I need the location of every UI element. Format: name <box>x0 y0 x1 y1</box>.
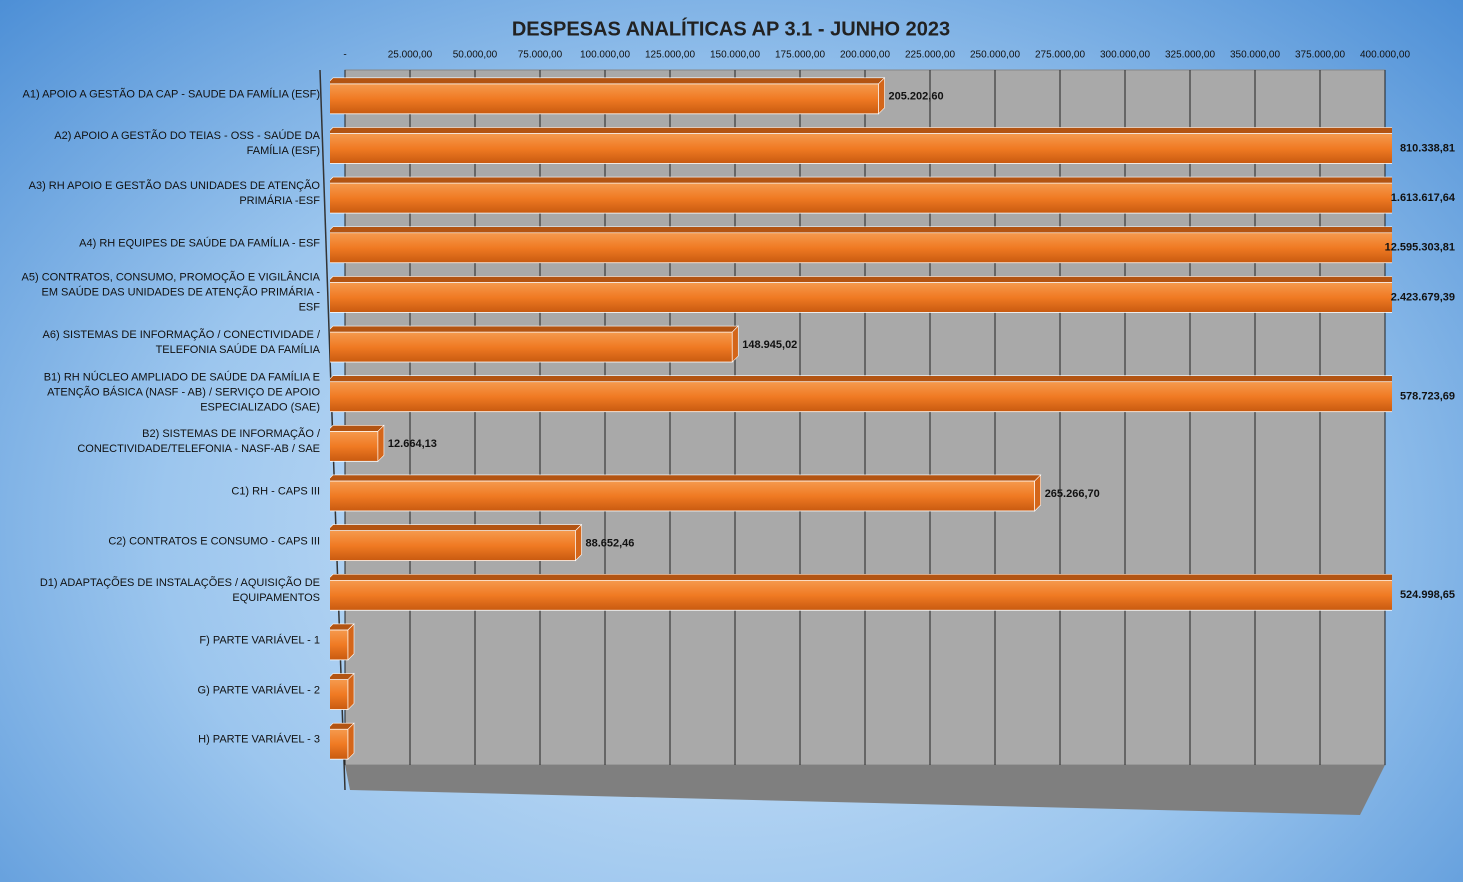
bar <box>330 530 576 562</box>
x-tick-label: 150.000,00 <box>710 50 760 61</box>
bar-top <box>330 573 1392 581</box>
value-label: 88.652,46 <box>585 538 634 550</box>
x-tick-label: 300.000,00 <box>1100 50 1150 61</box>
x-tick-label: 225.000,00 <box>905 50 955 61</box>
x-tick-label: 375.000,00 <box>1295 50 1345 61</box>
x-tick-label: 100.000,00 <box>580 50 630 61</box>
bar-top <box>330 127 1392 134</box>
y-tick-label: C2) CONTRATOS E CONSUMO - CAPS III <box>108 535 320 548</box>
bar-side <box>347 672 355 711</box>
value-label: 265.266,70 <box>1045 488 1100 500</box>
bar-top <box>330 425 385 432</box>
bar <box>330 430 379 462</box>
bar-side <box>347 623 355 661</box>
bar <box>330 579 1392 611</box>
bar <box>330 480 1036 512</box>
bar-top <box>330 474 1042 482</box>
bar <box>330 728 349 760</box>
x-tick-label: - <box>343 50 346 61</box>
x-tick-label: 175.000,00 <box>775 50 825 61</box>
y-tick-label: A6) SISTEMAS DE INFORMAÇÃO / CONECTIVIDA… <box>42 329 320 357</box>
value-label: 205.202,60 <box>889 91 944 103</box>
x-tick-label: 350.000,00 <box>1230 50 1280 61</box>
y-tick-label: A1) APOIO A GESTÃO DA CAP - SAUDE DA FAM… <box>22 88 321 101</box>
value-label: 2.423.679,39 <box>1391 291 1455 303</box>
bar-side <box>1034 474 1041 512</box>
y-tick-label: A5) CONTRATOS, CONSUMO, PROMOÇÃO E VIGIL… <box>21 271 320 314</box>
bar <box>330 679 349 710</box>
bar <box>330 629 349 661</box>
value-label: 12.664,13 <box>388 438 437 450</box>
bar <box>330 232 1392 264</box>
x-tick-label: 75.000,00 <box>518 50 563 61</box>
y-tick-label: F) PARTE VARIÁVEL - 1 <box>199 634 320 647</box>
bar <box>330 83 879 115</box>
bar-top <box>330 325 739 333</box>
x-tick-label: 275.000,00 <box>1035 50 1085 61</box>
value-label: 810.338,81 <box>1400 142 1455 154</box>
value-label: 578.723,69 <box>1400 391 1455 403</box>
value-label: 524.998,65 <box>1400 589 1455 601</box>
y-tick-label: C1) RH - CAPS III <box>231 485 320 498</box>
x-tick-label: 25.000,00 <box>388 50 433 61</box>
bar-top <box>330 226 1392 234</box>
bar <box>330 133 1392 164</box>
y-tick-label: B2) SISTEMAS DE INFORMAÇÃO / CONECTIVIDA… <box>77 428 320 456</box>
bar <box>330 331 733 363</box>
bar <box>330 281 1392 313</box>
bar-top <box>330 176 1392 184</box>
bar-top <box>330 524 583 531</box>
y-tick-label: G) PARTE VARIÁVEL - 2 <box>197 684 320 697</box>
chart-title: DESPESAS ANALÍTICAS AP 3.1 - JUNHO 2023 <box>512 17 950 40</box>
value-label: 12.595.303,81 <box>1385 242 1455 254</box>
y-tick-label: A4) RH EQUIPES DE SAÚDE DA FAMÍLIA - ESF <box>79 237 320 250</box>
x-tick-label: 50.000,00 <box>453 50 498 61</box>
x-tick-label: 125.000,00 <box>645 50 695 61</box>
x-tick-label: 200.000,00 <box>840 50 890 61</box>
bar-top <box>330 375 1392 382</box>
value-label: 148.945,02 <box>742 339 797 351</box>
y-tick-label: A3) RH APOIO E GESTÃO DAS UNIDADES DE AT… <box>28 180 320 208</box>
y-tick-label: B1) RH NÚCLEO AMPLIADO DE SAÚDE DA FAMÍL… <box>43 371 320 414</box>
bar-side <box>731 325 739 363</box>
bar-top <box>330 77 886 85</box>
bar-side <box>575 523 582 562</box>
y-tick-label: D1) ADAPTAÇÕES DE INSTALAÇÕES / AQUISIÇÃ… <box>39 577 320 605</box>
bar <box>330 182 1392 214</box>
bars <box>330 77 1392 760</box>
y-tick-label: H) PARTE VARIÁVEL - 3 <box>198 733 320 746</box>
x-tick-label: 400.000,00 <box>1360 50 1410 61</box>
bar-side <box>377 424 385 463</box>
x-tick-label: 250.000,00 <box>970 50 1020 61</box>
bar-side <box>878 77 885 115</box>
bar-top <box>330 276 1392 283</box>
x-tick-label: 325.000,00 <box>1165 50 1215 61</box>
value-label: 1.613.617,64 <box>1391 192 1456 204</box>
bar <box>330 381 1392 413</box>
plot-floor <box>345 765 1385 815</box>
bar-side <box>347 722 355 760</box>
y-tick-label: A2) APOIO A GESTÃO DO TEIAS - OSS - SAÚD… <box>54 130 320 158</box>
